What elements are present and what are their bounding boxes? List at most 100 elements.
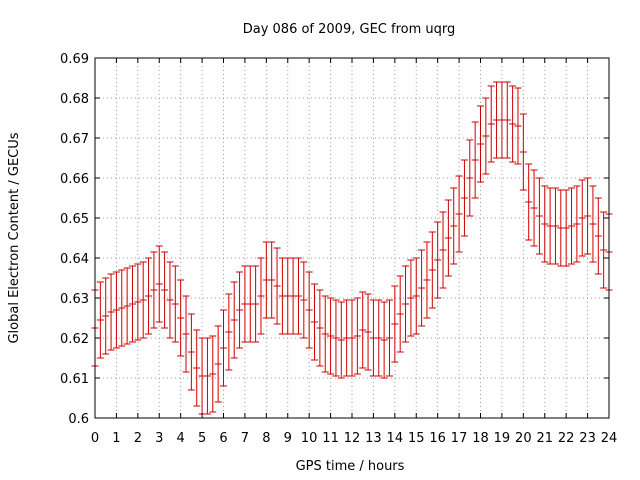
error-bar [327, 297, 335, 375]
x-tick-label: 24 [601, 431, 618, 446]
error-bar [316, 289, 324, 367]
y-tick-label: 0.67 [60, 132, 89, 147]
error-bar [155, 245, 163, 323]
error-bar [482, 97, 490, 175]
x-tick-label: 22 [558, 431, 575, 446]
y-tick-label: 0.6 [68, 412, 89, 427]
y-tick-label: 0.64 [60, 252, 89, 267]
x-tick-label: 15 [408, 431, 425, 446]
error-bar [525, 163, 533, 241]
x-tick-label: 18 [472, 431, 489, 446]
error-bar [171, 265, 179, 343]
error-bar [166, 261, 174, 339]
error-bar [187, 313, 195, 391]
y-tick-label: 0.63 [60, 292, 89, 307]
y-tick-label: 0.68 [60, 92, 89, 107]
error-bar [123, 267, 131, 345]
error-bar [375, 299, 383, 377]
error-bar [294, 257, 302, 335]
error-bar [450, 187, 458, 265]
y-tick-label: 0.65 [60, 212, 89, 227]
error-bar [230, 281, 238, 359]
error-bar [145, 257, 153, 335]
error-bar [584, 177, 592, 255]
error-bar [102, 277, 110, 355]
x-tick-label: 16 [429, 431, 446, 446]
error-bar [434, 221, 442, 299]
error-bar [503, 81, 511, 159]
x-tick-label: 0 [91, 431, 99, 446]
error-bar [161, 251, 169, 329]
x-tick-label: 5 [198, 431, 206, 446]
y-tick-label: 0.62 [60, 332, 89, 347]
error-bar [257, 257, 265, 335]
error-bar [385, 299, 393, 377]
error-bar [321, 295, 329, 373]
error-bar [305, 271, 313, 349]
error-bar [150, 251, 158, 329]
error-bar [380, 301, 388, 379]
error-bar [578, 179, 586, 257]
x-tick-label: 10 [301, 431, 318, 446]
error-bar [460, 159, 468, 237]
x-axis-label: GPS time / hours [296, 459, 405, 474]
x-tick-label: 6 [219, 431, 227, 446]
error-bar [407, 259, 415, 337]
error-bar [509, 85, 517, 163]
y-tick-label: 0.66 [60, 172, 89, 187]
error-bar [177, 279, 185, 357]
error-bar [225, 293, 233, 371]
error-bar [139, 261, 147, 339]
error-bar [96, 281, 104, 359]
tick-layer: 0 1 2 3 4 5 6 7 8 9 10 11 12 13 14 15 16 17 18 19 20 21 22 23 24… [60, 52, 617, 446]
error-bar [541, 185, 549, 263]
error-bar [402, 265, 410, 343]
error-bar [220, 309, 227, 387]
error-bar [573, 185, 581, 263]
error-bar [348, 299, 356, 377]
error-bar [487, 85, 495, 163]
error-bar [311, 283, 319, 361]
x-tick-label: 19 [494, 431, 511, 446]
error-bar [182, 295, 190, 373]
error-bar [428, 231, 436, 309]
error-bar [477, 105, 484, 183]
error-bar [359, 291, 367, 369]
error-bar [466, 139, 474, 217]
x-tick-label: 20 [515, 431, 532, 446]
error-bar [455, 175, 463, 253]
x-tick-label: 13 [365, 431, 382, 446]
error-bar [589, 185, 597, 263]
y-tick-label: 0.69 [60, 52, 89, 67]
error-bar [396, 275, 404, 353]
x-tick-label: 23 [579, 431, 596, 446]
error-bar [134, 263, 142, 341]
y-tick-label: 0.61 [60, 372, 89, 387]
error-bar [594, 197, 602, 275]
error-bar [332, 299, 340, 377]
error-bar [471, 121, 479, 199]
error-bar [412, 257, 420, 335]
error-bar [118, 269, 126, 347]
error-bar [600, 211, 608, 289]
x-tick-label: 1 [112, 431, 120, 446]
error-bar [236, 271, 244, 349]
x-tick-label: 21 [536, 431, 553, 446]
x-tick-label: 12 [344, 431, 361, 446]
error-bar [391, 285, 399, 363]
error-bar [353, 297, 361, 375]
x-tick-label: 14 [387, 431, 404, 446]
chart-title: Day 086 of 2009, GEC from uqrg [243, 22, 456, 37]
error-bar [209, 335, 217, 413]
error-bar [519, 113, 527, 191]
error-bar [337, 301, 345, 379]
error-bar [418, 249, 426, 327]
error-bar [364, 293, 372, 371]
error-bar [268, 241, 276, 319]
error-bar [203, 337, 211, 415]
error-bar [439, 211, 447, 289]
x-tick-label: 7 [241, 431, 249, 446]
error-bar [112, 271, 120, 349]
error-bar [128, 265, 136, 343]
